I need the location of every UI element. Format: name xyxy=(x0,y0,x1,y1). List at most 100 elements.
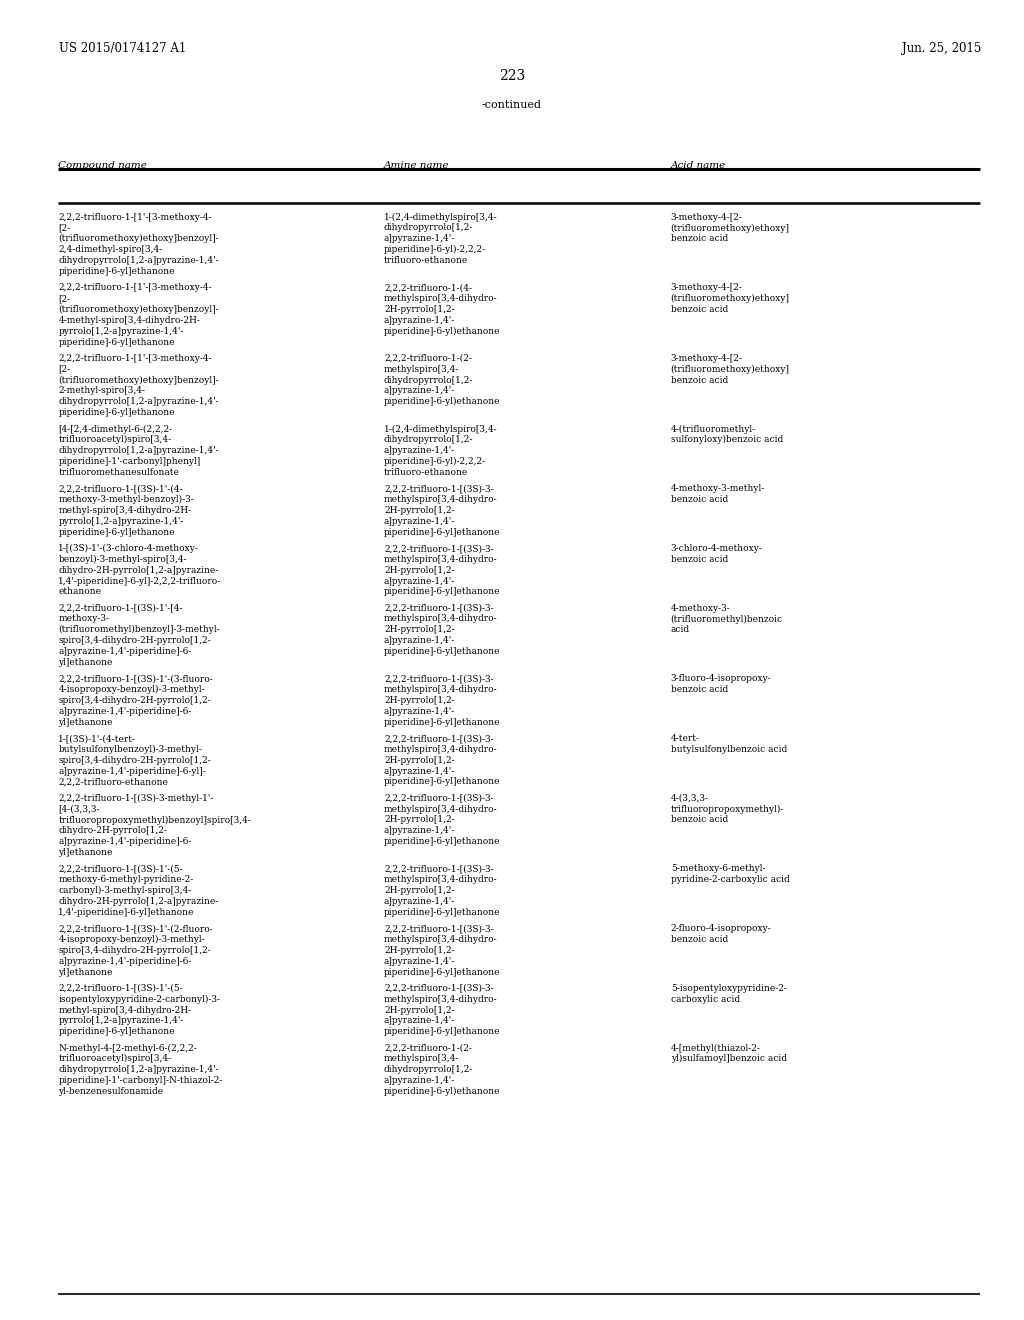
Text: piperidine]-6-yl]ethanone: piperidine]-6-yl]ethanone xyxy=(384,777,501,787)
Text: 4-methyl-spiro[3,4-dihydro-2H-: 4-methyl-spiro[3,4-dihydro-2H- xyxy=(58,315,201,325)
Text: trifluoromethanesulfonate: trifluoromethanesulfonate xyxy=(58,469,179,477)
Text: 3-fluoro-4-isopropoxy-: 3-fluoro-4-isopropoxy- xyxy=(671,675,771,684)
Text: spiro[3,4-dihydro-2H-pyrrolo[1,2-: spiro[3,4-dihydro-2H-pyrrolo[1,2- xyxy=(58,636,211,645)
Text: 2H-pyrrolo[1,2-: 2H-pyrrolo[1,2- xyxy=(384,1006,455,1015)
Text: piperidine]-6-yl]ethanone: piperidine]-6-yl]ethanone xyxy=(58,338,175,347)
Text: yl)sulfamoyl]benzoic acid: yl)sulfamoyl]benzoic acid xyxy=(671,1055,786,1064)
Text: spiro[3,4-dihydro-2H-pyrrolo[1,2-: spiro[3,4-dihydro-2H-pyrrolo[1,2- xyxy=(58,696,211,705)
Text: dihydropyrrolo[1,2-a]pyrazine-1,4'-: dihydropyrrolo[1,2-a]pyrazine-1,4'- xyxy=(58,397,219,407)
Text: 2,2,2-trifluoro-1-[(3S)-3-: 2,2,2-trifluoro-1-[(3S)-3- xyxy=(384,865,494,874)
Text: a]pyrazine-1,4'-piperidine]-6-: a]pyrazine-1,4'-piperidine]-6- xyxy=(58,957,191,966)
Text: benzoic acid: benzoic acid xyxy=(671,935,728,944)
Text: methyl-spiro[3,4-dihydro-2H-: methyl-spiro[3,4-dihydro-2H- xyxy=(58,1006,191,1015)
Text: piperidine]-6-yl)ethanone: piperidine]-6-yl)ethanone xyxy=(384,397,501,407)
Text: spiro[3,4-dihydro-2H-pyrrolo[1,2-: spiro[3,4-dihydro-2H-pyrrolo[1,2- xyxy=(58,755,211,764)
Text: trifluoropropoxymethyl)-: trifluoropropoxymethyl)- xyxy=(671,805,784,813)
Text: piperidine]-6-yl]ethanone: piperidine]-6-yl]ethanone xyxy=(58,408,175,417)
Text: pyrrolo[1,2-a]pyrazine-1,4'-: pyrrolo[1,2-a]pyrazine-1,4'- xyxy=(58,327,183,335)
Text: 4-[methyl(thiazol-2-: 4-[methyl(thiazol-2- xyxy=(671,1044,761,1052)
Text: 4-isopropoxy-benzoyl)-3-methyl-: 4-isopropoxy-benzoyl)-3-methyl- xyxy=(58,935,205,944)
Text: piperidine]-6-yl]ethanone: piperidine]-6-yl]ethanone xyxy=(384,647,501,656)
Text: 2H-pyrrolo[1,2-: 2H-pyrrolo[1,2- xyxy=(384,755,455,764)
Text: butylsulfonylbenzoyl)-3-methyl-: butylsulfonylbenzoyl)-3-methyl- xyxy=(58,744,202,754)
Text: a]pyrazine-1,4'-: a]pyrazine-1,4'- xyxy=(384,826,456,836)
Text: a]pyrazine-1,4'-: a]pyrazine-1,4'- xyxy=(384,708,456,715)
Text: yl]ethanone: yl]ethanone xyxy=(58,849,113,857)
Text: trifluoroacetyl)spiro[3,4-: trifluoroacetyl)spiro[3,4- xyxy=(58,1055,171,1064)
Text: methylspiro[3,4-dihydro-: methylspiro[3,4-dihydro- xyxy=(384,685,498,694)
Text: benzoic acid: benzoic acid xyxy=(671,554,728,564)
Text: 2H-pyrrolo[1,2-: 2H-pyrrolo[1,2- xyxy=(384,886,455,895)
Text: piperidine]-6-yl]ethanone: piperidine]-6-yl]ethanone xyxy=(384,837,501,846)
Text: carbonyl)-3-methyl-spiro[3,4-: carbonyl)-3-methyl-spiro[3,4- xyxy=(58,886,191,895)
Text: carboxylic acid: carboxylic acid xyxy=(671,995,740,1003)
Text: 2,2,2-trifluoro-1-[(3S)-3-: 2,2,2-trifluoro-1-[(3S)-3- xyxy=(384,675,494,684)
Text: dihydropyrrolo[1,2-: dihydropyrrolo[1,2- xyxy=(384,375,473,384)
Text: dihydro-2H-pyrrolo[1,2-a]pyrazine-: dihydro-2H-pyrrolo[1,2-a]pyrazine- xyxy=(58,898,218,906)
Text: 3-methoxy-4-[2-: 3-methoxy-4-[2- xyxy=(671,284,742,292)
Text: piperidine]-6-yl]ethanone: piperidine]-6-yl]ethanone xyxy=(384,587,501,597)
Text: 3-chloro-4-methoxy-: 3-chloro-4-methoxy- xyxy=(671,544,763,553)
Text: 2H-pyrrolo[1,2-: 2H-pyrrolo[1,2- xyxy=(384,946,455,954)
Text: 4-methoxy-3-: 4-methoxy-3- xyxy=(671,603,730,612)
Text: piperidine]-1'-carbonyl]phenyl]: piperidine]-1'-carbonyl]phenyl] xyxy=(58,457,201,466)
Text: dihydro-2H-pyrrolo[1,2-: dihydro-2H-pyrrolo[1,2- xyxy=(58,826,167,836)
Text: methoxy-3-methyl-benzoyl)-3-: methoxy-3-methyl-benzoyl)-3- xyxy=(58,495,195,504)
Text: methylspiro[3,4-dihydro-: methylspiro[3,4-dihydro- xyxy=(384,744,498,754)
Text: yl]ethanone: yl]ethanone xyxy=(58,659,113,667)
Text: [4-(3,3,3-: [4-(3,3,3- xyxy=(58,805,100,813)
Text: 2,2,2-trifluoro-1-[1'-[3-methoxy-4-: 2,2,2-trifluoro-1-[1'-[3-methoxy-4- xyxy=(58,284,212,292)
Text: methyl-spiro[3,4-dihydro-2H-: methyl-spiro[3,4-dihydro-2H- xyxy=(58,506,191,515)
Text: methoxy-3-: methoxy-3- xyxy=(58,615,110,623)
Text: a]pyrazine-1,4'-piperidine]-6-yl]-: a]pyrazine-1,4'-piperidine]-6-yl]- xyxy=(58,767,206,776)
Text: piperidine]-6-yl]ethanone: piperidine]-6-yl]ethanone xyxy=(58,1027,175,1036)
Text: trifluoro-ethanone: trifluoro-ethanone xyxy=(384,469,468,477)
Text: methylspiro[3,4-dihydro-: methylspiro[3,4-dihydro- xyxy=(384,615,498,623)
Text: a]pyrazine-1,4'-: a]pyrazine-1,4'- xyxy=(384,315,456,325)
Text: dihydropyrrolo[1,2-a]pyrazine-1,4'-: dihydropyrrolo[1,2-a]pyrazine-1,4'- xyxy=(58,446,219,455)
Text: 1-(2,4-dimethylspiro[3,4-: 1-(2,4-dimethylspiro[3,4- xyxy=(384,425,498,433)
Text: methylspiro[3,4-dihydro-: methylspiro[3,4-dihydro- xyxy=(384,554,498,564)
Text: yl-benzenesulfonamide: yl-benzenesulfonamide xyxy=(58,1088,164,1096)
Text: 4-methoxy-3-methyl-: 4-methoxy-3-methyl- xyxy=(671,484,765,494)
Text: benzoyl)-3-methyl-spiro[3,4-: benzoyl)-3-methyl-spiro[3,4- xyxy=(58,554,187,564)
Text: piperidine]-6-yl)-2,2,2-: piperidine]-6-yl)-2,2,2- xyxy=(384,246,486,255)
Text: dihydropyrrolo[1,2-: dihydropyrrolo[1,2- xyxy=(384,223,473,232)
Text: Acid name: Acid name xyxy=(671,161,726,170)
Text: piperidine]-6-yl]ethanone: piperidine]-6-yl]ethanone xyxy=(384,528,501,537)
Text: 5-methoxy-6-methyl-: 5-methoxy-6-methyl- xyxy=(671,865,765,874)
Text: isopentyloxypyridine-2-carbonyl)-3-: isopentyloxypyridine-2-carbonyl)-3- xyxy=(58,995,220,1003)
Text: a]pyrazine-1,4'-piperidine]-6-: a]pyrazine-1,4'-piperidine]-6- xyxy=(58,647,191,656)
Text: a]pyrazine-1,4'-piperidine]-6-: a]pyrazine-1,4'-piperidine]-6- xyxy=(58,708,191,715)
Text: Compound name: Compound name xyxy=(58,161,147,170)
Text: piperidine]-6-yl)ethanone: piperidine]-6-yl)ethanone xyxy=(384,1088,501,1096)
Text: methylspiro[3,4-dihydro-: methylspiro[3,4-dihydro- xyxy=(384,935,498,944)
Text: dihydropyrrolo[1,2-: dihydropyrrolo[1,2- xyxy=(384,1065,473,1074)
Text: 2,2,2-trifluoro-1-(2-: 2,2,2-trifluoro-1-(2- xyxy=(384,1044,472,1052)
Text: 2-fluoro-4-isopropoxy-: 2-fluoro-4-isopropoxy- xyxy=(671,924,771,933)
Text: benzoic acid: benzoic acid xyxy=(671,495,728,504)
Text: methylspiro[3,4-dihydro-: methylspiro[3,4-dihydro- xyxy=(384,995,498,1003)
Text: a]pyrazine-1,4'-: a]pyrazine-1,4'- xyxy=(384,1076,456,1085)
Text: piperidine]-6-yl)-2,2,2-: piperidine]-6-yl)-2,2,2- xyxy=(384,457,486,466)
Text: Amine name: Amine name xyxy=(384,161,450,170)
Text: a]pyrazine-1,4'-: a]pyrazine-1,4'- xyxy=(384,957,456,966)
Text: 4-(3,3,3-: 4-(3,3,3- xyxy=(671,793,709,803)
Text: (trifluoromethoxy)ethoxy]: (trifluoromethoxy)ethoxy] xyxy=(671,364,790,374)
Text: pyrrolo[1,2-a]pyrazine-1,4'-: pyrrolo[1,2-a]pyrazine-1,4'- xyxy=(58,517,183,525)
Text: piperidine]-6-yl]ethanone: piperidine]-6-yl]ethanone xyxy=(58,267,175,276)
Text: 2H-pyrrolo[1,2-: 2H-pyrrolo[1,2- xyxy=(384,696,455,705)
Text: 3-methoxy-4-[2-: 3-methoxy-4-[2- xyxy=(671,213,742,222)
Text: benzoic acid: benzoic acid xyxy=(671,375,728,384)
Text: 2,2,2-trifluoro-1-[(3S)-3-: 2,2,2-trifluoro-1-[(3S)-3- xyxy=(384,484,494,494)
Text: methoxy-6-methyl-pyridine-2-: methoxy-6-methyl-pyridine-2- xyxy=(58,875,194,884)
Text: 2,2,2-trifluoro-1-[(3S)-3-: 2,2,2-trifluoro-1-[(3S)-3- xyxy=(384,734,494,743)
Text: 2,2,2-trifluoro-1-(4-: 2,2,2-trifluoro-1-(4- xyxy=(384,284,472,292)
Text: piperidine]-6-yl)ethanone: piperidine]-6-yl)ethanone xyxy=(384,327,501,335)
Text: a]pyrazine-1,4'-: a]pyrazine-1,4'- xyxy=(384,446,456,455)
Text: 1,4'-piperidine]-6-yl]ethanone: 1,4'-piperidine]-6-yl]ethanone xyxy=(58,908,195,917)
Text: dihydropyrrolo[1,2-a]pyrazine-1,4'-: dihydropyrrolo[1,2-a]pyrazine-1,4'- xyxy=(58,1065,219,1074)
Text: pyridine-2-carboxylic acid: pyridine-2-carboxylic acid xyxy=(671,875,790,884)
Text: (trifluoromethoxy)ethoxy]benzoyl]-: (trifluoromethoxy)ethoxy]benzoyl]- xyxy=(58,305,219,314)
Text: -continued: -continued xyxy=(482,100,542,111)
